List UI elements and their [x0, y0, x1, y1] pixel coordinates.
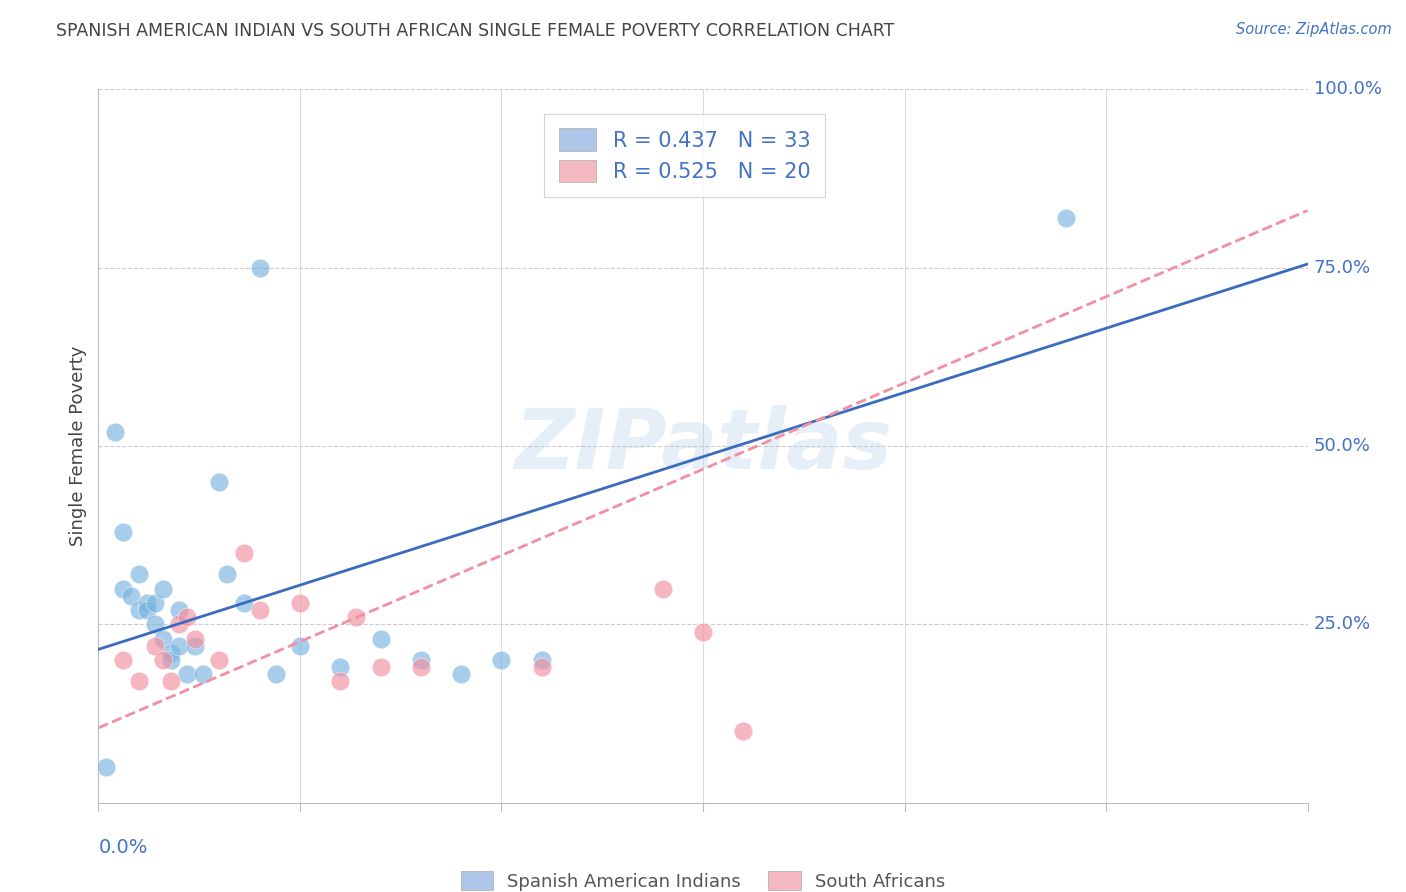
Point	[217, 567, 239, 582]
Text: 75.0%: 75.0%	[1313, 259, 1371, 277]
Point	[103, 425, 125, 439]
Point	[143, 639, 166, 653]
Point	[264, 667, 287, 681]
Point	[176, 610, 198, 624]
Point	[96, 760, 118, 774]
Point	[111, 582, 134, 596]
Point	[450, 667, 472, 681]
Point	[152, 632, 174, 646]
Y-axis label: Single Female Poverty: Single Female Poverty	[69, 346, 87, 546]
Legend: Spanish American Indians, South Africans: Spanish American Indians, South Africans	[451, 862, 955, 892]
Point	[152, 582, 174, 596]
Point	[184, 639, 207, 653]
Point	[344, 610, 367, 624]
Point	[176, 667, 198, 681]
Point	[120, 589, 142, 603]
Point	[232, 596, 254, 610]
Point	[152, 653, 174, 667]
Point	[329, 660, 352, 674]
Point	[167, 639, 190, 653]
Point	[288, 639, 311, 653]
Point	[111, 653, 134, 667]
Point	[128, 567, 150, 582]
Point	[128, 674, 150, 689]
Point	[329, 674, 352, 689]
Point	[184, 632, 207, 646]
Point	[491, 653, 513, 667]
Point	[167, 603, 190, 617]
Point	[160, 653, 183, 667]
Point	[370, 660, 392, 674]
Point	[128, 603, 150, 617]
Point	[249, 603, 271, 617]
Point	[409, 660, 432, 674]
Point	[167, 617, 190, 632]
Point	[232, 546, 254, 560]
Point	[733, 724, 755, 739]
Point	[409, 653, 432, 667]
Text: Source: ZipAtlas.com: Source: ZipAtlas.com	[1236, 22, 1392, 37]
Point	[530, 653, 553, 667]
Point	[208, 475, 231, 489]
Text: SPANISH AMERICAN INDIAN VS SOUTH AFRICAN SINGLE FEMALE POVERTY CORRELATION CHART: SPANISH AMERICAN INDIAN VS SOUTH AFRICAN…	[56, 22, 894, 40]
Point	[249, 260, 271, 275]
Point	[143, 596, 166, 610]
Point	[692, 624, 714, 639]
Point	[370, 632, 392, 646]
Point	[1054, 211, 1077, 225]
Point	[530, 660, 553, 674]
Text: 25.0%: 25.0%	[1313, 615, 1371, 633]
Point	[111, 524, 134, 539]
Point	[651, 582, 673, 596]
Text: 50.0%: 50.0%	[1313, 437, 1371, 455]
Point	[160, 674, 183, 689]
Point	[208, 653, 231, 667]
Text: 0.0%: 0.0%	[98, 838, 148, 857]
Point	[143, 617, 166, 632]
Text: ZIPatlas: ZIPatlas	[515, 406, 891, 486]
Point	[135, 603, 157, 617]
Point	[135, 596, 157, 610]
Point	[193, 667, 215, 681]
Point	[288, 596, 311, 610]
Point	[160, 646, 183, 660]
Text: 100.0%: 100.0%	[1313, 80, 1382, 98]
